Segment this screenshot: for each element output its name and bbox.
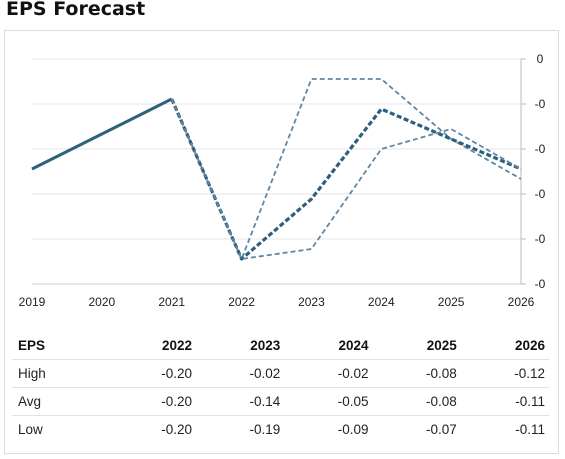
series-line-avg (170, 98, 522, 261)
table-cell: -0.11 (460, 387, 549, 416)
table-cell: -0.08 (372, 359, 461, 388)
eps-table: EPS 2022 2023 2024 2025 2026 High -0.20 … (12, 332, 549, 443)
x-tick-label: 2021 (158, 295, 185, 309)
table-header: 2026 (460, 332, 549, 360)
series-line-low (170, 98, 522, 260)
table-cell: -0.12 (460, 359, 549, 388)
table-cell: -0.07 (425, 422, 457, 437)
x-tick-label: 2025 (438, 295, 465, 309)
y-tick-label: 0 (537, 52, 544, 66)
table-header: EPS (12, 332, 108, 360)
row-label: Avg (12, 387, 108, 416)
table-cell: -0.20 (107, 359, 197, 388)
series-line-high (170, 78, 522, 260)
y-tick-label: -0 (535, 97, 546, 111)
x-tick-label: 2019 (19, 295, 46, 309)
table-cell: -0.09 (337, 422, 369, 437)
table-header-row: EPS 2022 2023 2024 2025 2026 (12, 332, 549, 360)
y-tick-label: -0 (535, 187, 546, 201)
table-cell: -0.20 (161, 422, 193, 437)
table-row-high: High -0.20 -0.02 -0.02 -0.08 -0.12 (12, 359, 549, 388)
table-cell: -0.14 (196, 387, 285, 416)
table-header: 2025 (372, 332, 461, 360)
x-tick-label: 2024 (368, 295, 395, 309)
x-tick-label: 2026 (508, 295, 535, 309)
table-row-avg: Avg -0.20 -0.14 -0.05 -0.08 -0.11 (12, 387, 549, 416)
table-cell: -0.02 (284, 359, 373, 388)
x-tick-label: 2022 (228, 295, 255, 309)
x-tick-label: 2020 (89, 295, 116, 309)
table-cell: -0.08 (372, 387, 461, 416)
eps-line-chart: 0 -0 -0 -0 -0 -0 2019 2020 2021 2022 2023 2024 2025… (19, 52, 546, 309)
y-tick-label: -0 (535, 232, 546, 246)
table-cell: -0.02 (196, 359, 285, 388)
table-cell: -0.20 (107, 387, 197, 416)
table-cell: -0.11 (515, 422, 545, 437)
table-row-low: Low -0.20 -0.19 -0.09 -0.07 -0.11 (12, 416, 549, 444)
row-label: High (12, 359, 108, 388)
table-header: 2022 (107, 332, 197, 360)
y-tick-labels: 0 -0 -0 -0 -0 -0 (535, 52, 546, 291)
table-cell: -0.19 (249, 422, 281, 437)
table-header: 2024 (284, 332, 373, 360)
page-title: EPS Forecast (6, 0, 146, 20)
series-layer (31, 78, 522, 261)
table-cell: -0.05 (284, 387, 373, 416)
y-tick-label: -0 (535, 277, 546, 291)
table-header: 2023 (196, 332, 285, 360)
x-tick-label: 2023 (298, 295, 325, 309)
row-label: Low (18, 422, 43, 437)
x-tick-labels: 2019 2020 2021 2022 2023 2024 2025 2026 (19, 295, 535, 309)
grid-layer (32, 58, 526, 285)
series-line-actual (31, 97, 173, 171)
y-tick-label: -0 (535, 142, 546, 156)
